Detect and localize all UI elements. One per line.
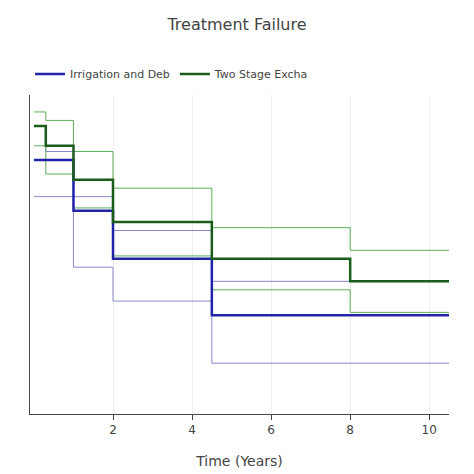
- svg-text:10: 10: [422, 423, 437, 437]
- svg-text:6: 6: [267, 423, 275, 437]
- svg-text:Irrigation and Deb: Irrigation and Deb: [70, 68, 170, 81]
- svg-text:2: 2: [109, 423, 117, 437]
- svg-text:Time (Years): Time (Years): [195, 453, 283, 469]
- svg-text:4: 4: [188, 423, 196, 437]
- svg-text:Two Stage Excha: Two Stage Excha: [214, 68, 307, 81]
- svg-text:Treatment Failure: Treatment Failure: [166, 15, 306, 34]
- svg-text:8: 8: [346, 423, 354, 437]
